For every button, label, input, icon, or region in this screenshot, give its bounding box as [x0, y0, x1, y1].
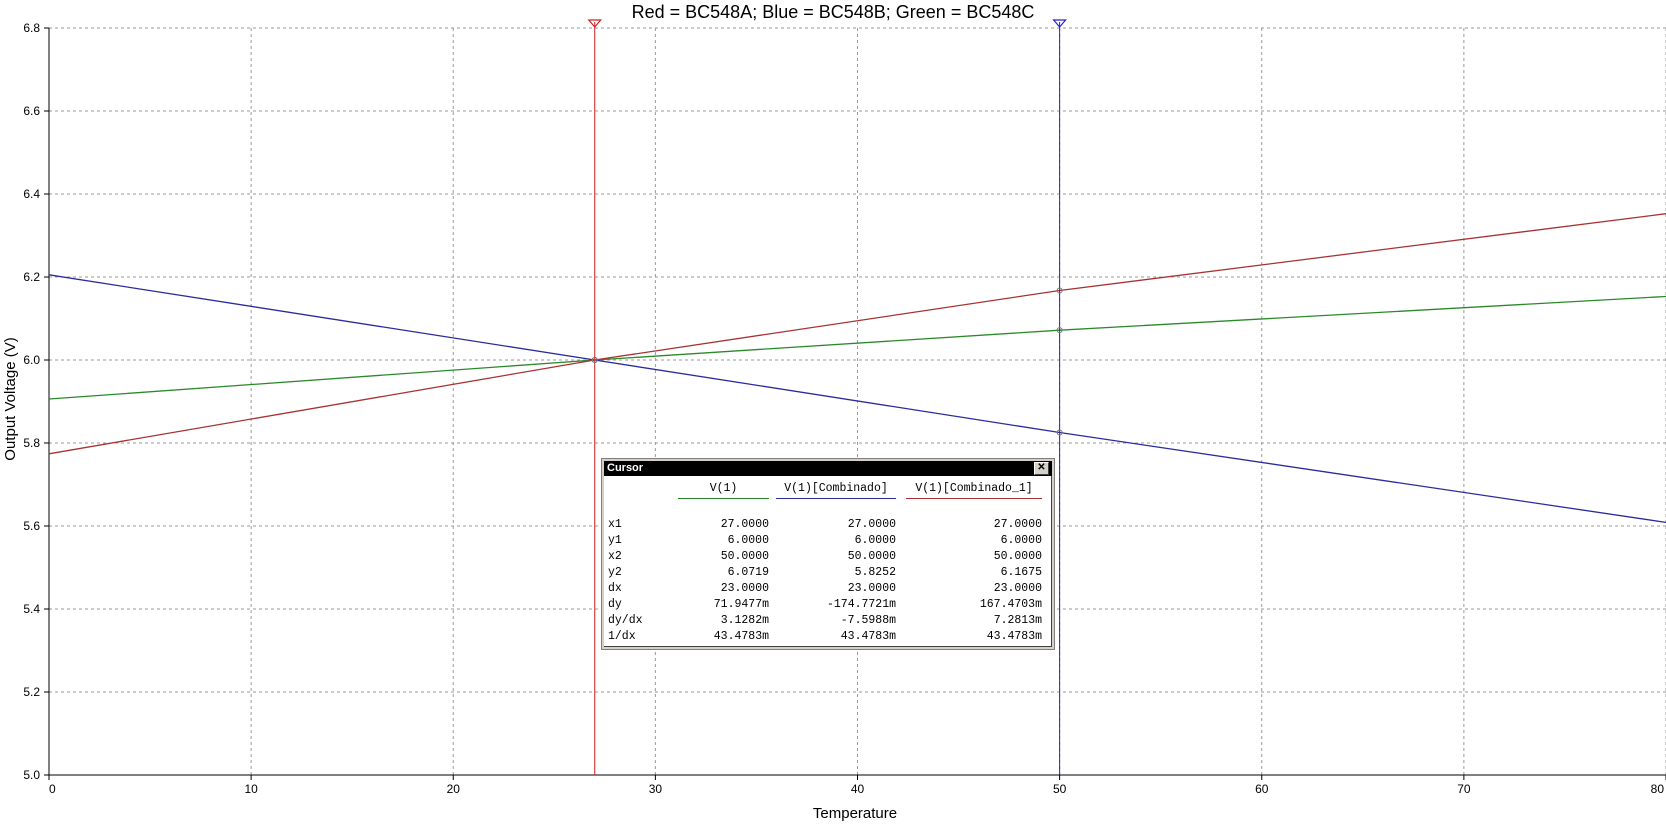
y-tick-label: 5.0	[23, 768, 40, 782]
y-tick-label: 6.0	[23, 353, 40, 367]
cursor-column-color-line	[776, 498, 896, 499]
cursor-cell: 50.0000	[847, 550, 896, 563]
cursor-marker	[1056, 327, 1063, 334]
cursor-cell: 43.4783m	[713, 630, 769, 643]
cursor-cell: 6.0000	[854, 534, 896, 547]
series-line-1	[48, 295, 1666, 400]
y-tick-label: 6.8	[23, 21, 40, 35]
y-tick-label: 6.6	[23, 104, 40, 118]
cursor-cell: 27.0000	[993, 518, 1042, 531]
series-lines	[48, 213, 1666, 524]
cursor-cell: 43.4783m	[840, 630, 896, 643]
cursor-handle-1	[587, 19, 603, 28]
cursor-cell: 6.1675	[1000, 566, 1042, 579]
cursor-window-titlebar[interactable]: Cursor ✕	[604, 461, 1052, 476]
x-tick-label: 80	[1651, 782, 1665, 796]
cursor-row-label: dx	[608, 582, 622, 595]
cursor-row-label: x1	[608, 518, 622, 531]
cursor-column-color-line	[678, 498, 769, 499]
axes	[44, 27, 1666, 780]
x-tick-label: 20	[447, 782, 461, 796]
cursor-cell: 50.0000	[720, 550, 769, 563]
cursor-row-label: y2	[608, 566, 622, 579]
cursor-marker	[591, 357, 598, 363]
x-tick-label: 10	[244, 782, 258, 796]
y-tick-labels: 5.0 5.2 5.4 5.6 5.8 6.0 6.2 6.4 6.6 6.8	[23, 21, 40, 782]
x-tick-label: 70	[1457, 782, 1471, 796]
x-tick-label: 40	[851, 782, 865, 796]
cursor-cell: 6.0000	[727, 534, 769, 547]
cursor-column-header: V(1)[Combinado]	[784, 482, 888, 495]
cursor-cell: 23.0000	[993, 582, 1042, 595]
y-tick-label: 5.6	[23, 519, 40, 533]
y-axis-label: Output Voltage (V)	[2, 337, 19, 460]
x-tick-label: 50	[1053, 782, 1067, 796]
x-tick-label: 30	[649, 782, 663, 796]
y-tick-label: 6.4	[23, 187, 40, 201]
cursor-cell: -7.5988m	[840, 614, 896, 627]
x-tick-label: 0	[49, 782, 56, 796]
cursor-window[interactable]: Cursor ✕ V(1) V(1)[Combinado] V(1)[Combina…	[601, 458, 1055, 650]
cursor-cell: 7.2813m	[993, 614, 1042, 627]
cursor-cell: -174.7721m	[826, 598, 896, 611]
cursor-row-label: dy	[608, 598, 622, 611]
y-tick-label: 5.2	[23, 685, 40, 699]
cursor-marker	[1056, 429, 1063, 436]
cursor-cell: 50.0000	[993, 550, 1042, 563]
cursor-row-label: y1	[608, 534, 622, 547]
cursor-column-header: V(1)[Combinado_1]	[915, 482, 1033, 495]
cursor-cell: 43.4783m	[986, 630, 1042, 643]
series-line-2	[48, 274, 1666, 524]
cursor-handle-2	[1052, 19, 1067, 28]
y-tick-label: 5.8	[23, 436, 40, 450]
cursors[interactable]	[587, 19, 1067, 775]
cursor-cell: 167.4703m	[979, 598, 1042, 611]
x-axis-label: Temperature	[813, 805, 897, 822]
cursor-cell: 23.0000	[847, 582, 896, 595]
cursor-cell: 23.0000	[720, 582, 769, 595]
cursor-column-color-line	[906, 498, 1042, 499]
cursor-cell: 27.0000	[720, 518, 769, 531]
cursor-window-title: Cursor	[607, 462, 644, 474]
close-button[interactable]: ✕	[1034, 462, 1049, 475]
cursor-cell: 3.1282m	[720, 614, 769, 627]
x-tick-labels: 0 10 20 30 40 50 60 70 80	[49, 782, 1664, 796]
cursor-row-label: dy/dx	[608, 614, 643, 627]
chart-title: Red = BC548A; Blue = BC548B; Green = BC5…	[632, 2, 1035, 22]
cursor-cell: 6.0719	[727, 566, 769, 579]
cursor-cell: 27.0000	[847, 518, 896, 531]
cursor-row-label: 1/dx	[608, 630, 636, 643]
cursor-cell: 5.8252	[854, 566, 896, 579]
y-tick-label: 6.2	[23, 270, 40, 284]
x-tick-label: 60	[1255, 782, 1269, 796]
y-tick-label: 5.4	[23, 602, 40, 616]
series-line-3	[48, 213, 1666, 455]
cursor-marker	[1056, 287, 1063, 294]
cursor-cell: 71.9477m	[713, 598, 769, 611]
cursor-column-header: V(1)	[709, 482, 738, 495]
cursor-row-label: x2	[608, 550, 622, 563]
cursor-cell: 6.0000	[1000, 534, 1042, 547]
